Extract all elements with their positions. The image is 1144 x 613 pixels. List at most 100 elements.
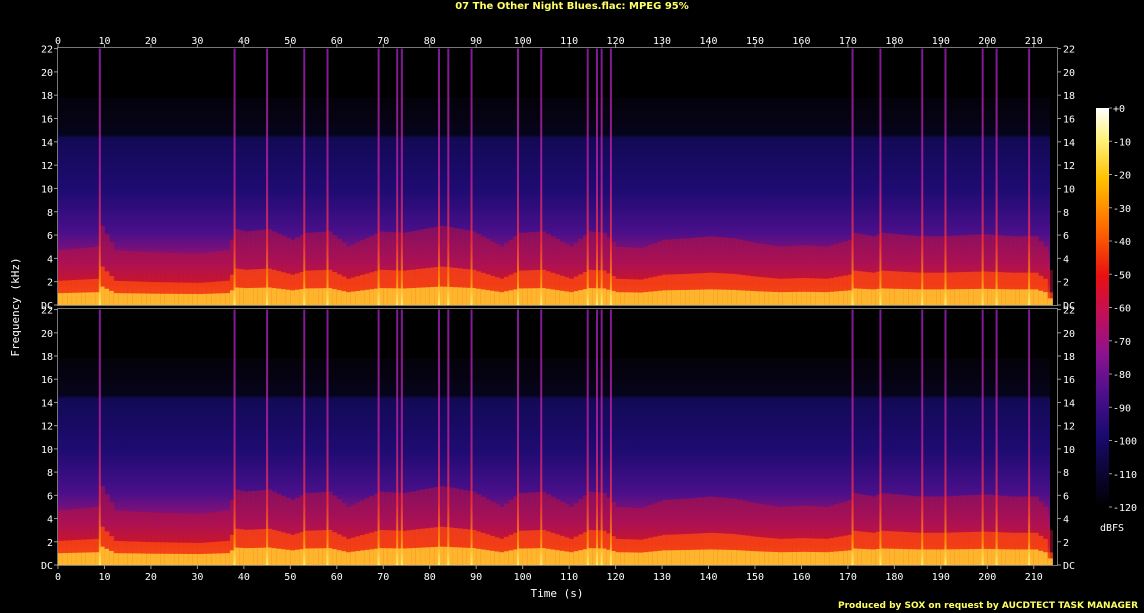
x-tick-label: 120 xyxy=(607,572,625,583)
y-tick-label-right: 8 xyxy=(1063,468,1069,479)
panel-frames xyxy=(57,47,1058,566)
spectrogram-panels xyxy=(58,48,1057,565)
x-tick-label: 40 xyxy=(238,572,250,583)
panel-frame-1 xyxy=(57,47,1058,306)
x-tick-label: 100 xyxy=(514,572,532,583)
transient-streak xyxy=(921,48,924,306)
x-tick-label-top: 90 xyxy=(470,36,482,47)
y-tick-label: 6 xyxy=(47,231,53,242)
x-tick-label: 50 xyxy=(284,572,296,583)
transient-streak xyxy=(438,309,441,565)
y-tick-label: DC xyxy=(41,561,53,572)
chart-title: 07 The Other Night Blues.flac: MPEG 95% xyxy=(455,1,689,12)
x-tick-label: 110 xyxy=(560,572,578,583)
x-tick-label-top: 130 xyxy=(653,36,671,47)
x-tick-label: 200 xyxy=(978,572,996,583)
x-tick-label-top: 120 xyxy=(607,36,625,47)
y-tick-label-right: 10 xyxy=(1063,445,1075,456)
transient-streak xyxy=(921,309,924,565)
x-tick-label: 60 xyxy=(331,572,343,583)
transient-streak xyxy=(540,309,543,565)
y-tick-label: 18 xyxy=(41,91,53,102)
y-tick-label: 8 xyxy=(47,468,53,479)
x-tick-label: 80 xyxy=(424,572,436,583)
colorbar-tick-label: -10 xyxy=(1113,137,1131,148)
x-tick-label: 70 xyxy=(377,572,389,583)
colorbar-tick-label: -80 xyxy=(1113,370,1131,381)
y-tick-label-right: 14 xyxy=(1063,138,1075,149)
colorbar-tick-label: -40 xyxy=(1113,237,1131,248)
colorbar-tick-label: -50 xyxy=(1113,270,1131,281)
y-tick-label: DC xyxy=(41,301,53,312)
x-tick-label-top: 150 xyxy=(746,36,764,47)
transient-streak xyxy=(879,48,882,306)
x-tick-label-top: 210 xyxy=(1025,36,1043,47)
transient-streak xyxy=(400,309,403,565)
y-tick-label: 12 xyxy=(41,422,53,433)
x-tick-label: 20 xyxy=(145,572,157,583)
channel-1-spectrogram xyxy=(58,48,1057,306)
y-tick-label-right: 22 xyxy=(1063,306,1075,317)
x-tick-label: 0 xyxy=(55,572,61,583)
transient-streak xyxy=(98,48,101,306)
x-tick-label-top: 200 xyxy=(978,36,996,47)
y-tick-label: 16 xyxy=(41,115,53,126)
x-tick-label-top: 140 xyxy=(699,36,717,47)
colorbar-tick-label: -110 xyxy=(1113,470,1137,481)
x-tick-label-top: 110 xyxy=(560,36,578,47)
colorbar-tick-label: -90 xyxy=(1113,403,1131,414)
x-tick-label-top: 50 xyxy=(284,36,296,47)
y-tick-label: 8 xyxy=(47,208,53,219)
transient-streak xyxy=(981,309,984,565)
x-tick-label: 10 xyxy=(98,572,110,583)
channel-2-spectrogram xyxy=(58,309,1057,565)
colorbar-tick-label: -120 xyxy=(1113,503,1137,514)
y-tick-label: 18 xyxy=(41,352,53,363)
transient-streak xyxy=(851,309,854,565)
transient-streak xyxy=(470,48,473,306)
x-tick-label: 190 xyxy=(932,572,950,583)
transient-streak xyxy=(944,309,947,565)
transient-streak xyxy=(326,48,329,306)
y-tick-label-right: 16 xyxy=(1063,115,1075,126)
y-tick-label-right: DC xyxy=(1063,561,1075,572)
transient-streak xyxy=(377,309,380,565)
y-tick-label: 20 xyxy=(41,329,53,340)
x-tick-label-top: 60 xyxy=(331,36,343,47)
y-tick-label: 6 xyxy=(47,491,53,502)
transient-streak xyxy=(944,48,947,306)
x-tick-label: 170 xyxy=(839,572,857,583)
transient-streak xyxy=(995,309,998,565)
colorbar: +0 -10 -20 -30 -40 -50 -60 -70 -80 -90 -100 -110 -12… xyxy=(1096,104,1137,534)
y-tick-label: 22 xyxy=(41,306,53,317)
x-tick-label-top: 170 xyxy=(839,36,857,47)
y-tick-label: 2 xyxy=(47,538,53,549)
transient-streak xyxy=(517,309,520,565)
transient-streak xyxy=(540,48,543,306)
y-tick-label: 4 xyxy=(47,254,53,265)
transient-streak xyxy=(438,48,441,306)
transient-streak xyxy=(470,309,473,565)
y-tick-label-right: 18 xyxy=(1063,352,1075,363)
x-tick-label-top: 30 xyxy=(191,36,203,47)
colorbar-tick-label: +0 xyxy=(1113,104,1125,115)
colorbar-tick-label: -60 xyxy=(1113,304,1131,315)
x-tick-label: 30 xyxy=(191,572,203,583)
y-tick-label-right: 14 xyxy=(1063,398,1075,409)
transient-streak xyxy=(595,48,598,306)
x-tick-label: 180 xyxy=(885,572,903,583)
transient-streak xyxy=(447,309,450,565)
y-tick-label-right: 2 xyxy=(1063,278,1069,289)
colorbar-gradient xyxy=(1096,108,1109,507)
y-tick-label: 2 xyxy=(47,278,53,289)
x-tick-label-top: 40 xyxy=(238,36,250,47)
transient-streak xyxy=(995,48,998,306)
transient-streak xyxy=(400,48,403,306)
y-tick-label-right: 2 xyxy=(1063,538,1069,549)
y-tick-label-right: 6 xyxy=(1063,231,1069,242)
x-tick-label: 150 xyxy=(746,572,764,583)
transient-streak xyxy=(266,48,269,306)
x-tick-label-top: 160 xyxy=(792,36,810,47)
transient-streak xyxy=(851,48,854,306)
